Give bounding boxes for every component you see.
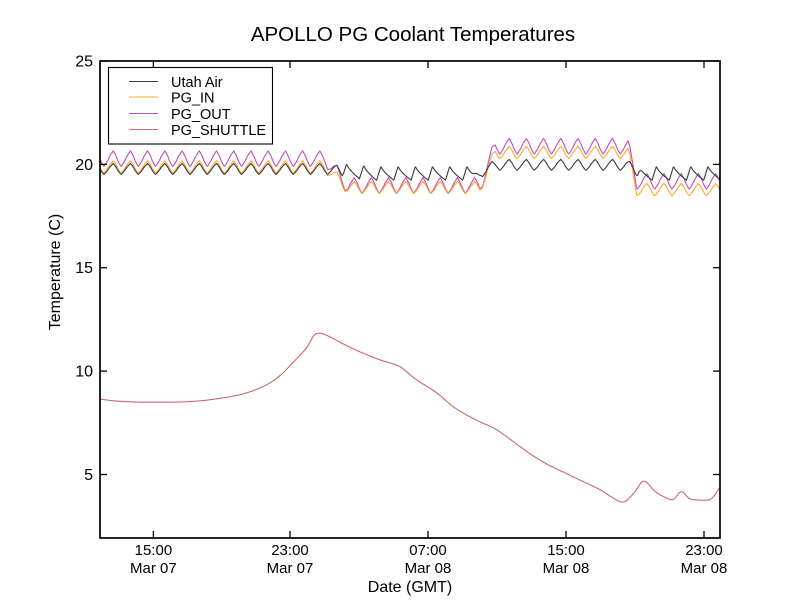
svg-text:Date (GMT): Date (GMT) [368, 579, 452, 596]
svg-text:25: 25 [75, 54, 93, 71]
svg-text:Mar 08: Mar 08 [543, 560, 590, 577]
svg-text:PG_SHUTTLE: PG_SHUTTLE [171, 123, 266, 139]
svg-text:15: 15 [75, 260, 93, 277]
svg-text:23:00: 23:00 [271, 542, 309, 559]
svg-text:Mar 07: Mar 07 [267, 560, 314, 577]
svg-text:PG_OUT: PG_OUT [171, 107, 231, 123]
svg-text:Mar 07: Mar 07 [130, 560, 177, 577]
svg-text:15:00: 15:00 [135, 542, 173, 559]
svg-text:20: 20 [75, 157, 93, 174]
svg-text:10: 10 [75, 364, 93, 381]
svg-text:5: 5 [84, 467, 93, 484]
svg-text:Mar 08: Mar 08 [405, 560, 452, 577]
svg-text:Mar 08: Mar 08 [681, 560, 728, 577]
svg-text:APOLLO PG Coolant Temperatures: APOLLO PG Coolant Temperatures [251, 23, 575, 46]
svg-text:PG_IN: PG_IN [171, 91, 215, 107]
svg-text:Temperature (C): Temperature (C) [47, 214, 64, 330]
svg-text:Utah Air: Utah Air [171, 75, 223, 91]
svg-text:23:00: 23:00 [685, 542, 723, 559]
svg-text:07:00: 07:00 [409, 542, 447, 559]
svg-text:15:00: 15:00 [547, 542, 585, 559]
